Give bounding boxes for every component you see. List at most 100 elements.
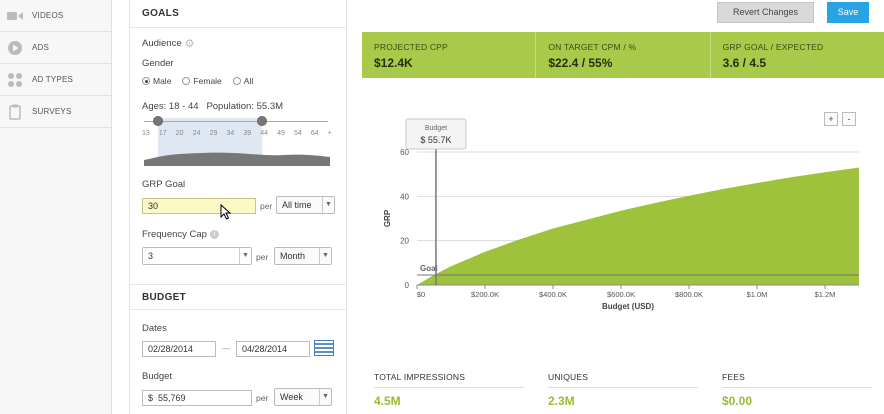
currency-symbol: $ xyxy=(148,393,154,403)
budget-period-select[interactable]: Week ▼ xyxy=(274,388,332,406)
x-tick-label: $400.0K xyxy=(539,290,567,299)
y-tick-label: 20 xyxy=(400,237,409,246)
grp-period-value: All time xyxy=(282,200,312,210)
gender-radio-group: Male Female All xyxy=(142,76,261,86)
frequency-cap-label-row: Frequency Cap i xyxy=(142,229,219,240)
nav-item-videos[interactable]: VIDEOS xyxy=(0,0,111,32)
frequency-per-label: per xyxy=(256,252,269,262)
kpi-label: GRP GOAL / EXPECTED xyxy=(722,42,824,52)
age-tick: 20 xyxy=(175,130,184,137)
chevron-down-icon: ▼ xyxy=(239,248,251,264)
stat-fees: FEES $0.00 xyxy=(710,372,884,414)
frequency-value-select[interactable]: 3 ▼ xyxy=(142,247,252,265)
budget-marker-tooltip xyxy=(405,118,467,150)
gender-option-label: Female xyxy=(193,76,222,86)
grp-per-label: per xyxy=(260,201,273,211)
stat-value: $0.00 xyxy=(722,394,753,408)
chevron-down-icon: ▼ xyxy=(319,248,331,264)
age-range-slider[interactable]: 13 17 20 24 29 34 39 44 49 54 64 + xyxy=(142,116,332,166)
nav-item-label: VIDEOS xyxy=(32,11,64,20)
frequency-period-value: Month xyxy=(280,251,306,261)
zoom-out-button[interactable]: - xyxy=(842,112,856,126)
kpi-bar: PROJECTED CPP $12.4K ON TARGET CPM / % $… xyxy=(362,32,884,78)
stats-row: TOTAL IMPRESSIONS 4.5M UNIQUES 2.3M FEES… xyxy=(362,372,884,414)
stat-value: 2.3M xyxy=(548,394,575,408)
frequency-period-select[interactable]: Month ▼ xyxy=(274,247,332,265)
x-tick-label: $200.0K xyxy=(471,290,499,299)
grp-goal-input[interactable]: 30 xyxy=(142,198,256,214)
clipboard-icon xyxy=(6,104,24,120)
grid-dots-icon xyxy=(6,72,24,88)
x-tick-label: $1.0M xyxy=(747,290,768,299)
end-date-input[interactable]: 04/28/2014 xyxy=(236,341,310,357)
main-panel: Revert Changes Save PROJECTED CPP $12.4K… xyxy=(362,0,884,414)
kpi-projected-cpp: PROJECTED CPP $12.4K xyxy=(362,32,537,78)
x-axis-label: Budget (USD) xyxy=(602,302,654,311)
budget-marker-value: $ 55.7K xyxy=(420,135,451,145)
age-tick: + xyxy=(327,130,332,137)
age-tick: 29 xyxy=(209,130,218,137)
nav-item-label: ADS xyxy=(32,43,50,52)
kpi-label: ON TARGET CPM / % xyxy=(548,42,637,52)
gear-icon[interactable]: ⚙ xyxy=(184,38,195,50)
goal-line-label: Goal xyxy=(420,264,438,273)
y-tick-label: 0 xyxy=(405,281,410,290)
kpi-on-target-cpm: ON TARGET CPM / % $22.4 / 55% xyxy=(536,32,711,78)
zoom-in-button[interactable]: + xyxy=(824,112,838,126)
chevron-down-icon: ▼ xyxy=(322,197,334,213)
x-tick-label: $0 xyxy=(417,290,425,299)
stat-label: UNIQUES xyxy=(548,372,698,388)
nav-item-ad-types[interactable]: AD TYPES xyxy=(0,64,111,96)
goals-panel: GOALS Audience ⚙ Gender Male Female All A… xyxy=(129,0,347,414)
ages-text: Ages: 18 - 44 xyxy=(142,101,199,112)
age-tick: 49 xyxy=(277,130,285,137)
age-tick: 54 xyxy=(294,130,302,137)
left-nav: VIDEOS ADS AD TYPES SURVEYS xyxy=(0,0,112,414)
budget-per-label: per xyxy=(256,393,269,403)
age-tick: 24 xyxy=(192,130,201,137)
grp-period-select[interactable]: All time ▼ xyxy=(276,196,335,214)
grp-area-series xyxy=(417,167,859,285)
age-max-handle[interactable] xyxy=(257,116,267,126)
stat-total-impressions: TOTAL IMPRESSIONS 4.5M xyxy=(362,372,536,414)
kpi-grp-goal-expected: GRP GOAL / EXPECTED 3.6 / 4.5 xyxy=(711,32,884,78)
stat-uniques: UNIQUES 2.3M xyxy=(536,372,710,414)
ages-population-row: Ages: 18 - 44 Population: 55.3M xyxy=(142,101,283,112)
age-min-handle[interactable] xyxy=(153,116,163,126)
revert-changes-button[interactable]: Revert Changes xyxy=(717,2,814,23)
stat-label: TOTAL IMPRESSIONS xyxy=(374,372,524,388)
budget-heading: BUDGET xyxy=(130,284,346,310)
budget-marker-label: Budget xyxy=(425,125,447,132)
calendar-icon[interactable] xyxy=(314,340,334,356)
dates-label: Dates xyxy=(142,323,167,334)
gender-option-label: Male xyxy=(153,76,172,86)
date-separator: — xyxy=(222,343,231,353)
gender-male-radio[interactable] xyxy=(142,77,150,85)
kpi-value: $12.4K xyxy=(374,56,413,70)
age-slider-track xyxy=(144,121,328,122)
y-tick-label: 60 xyxy=(400,148,409,157)
x-tick-label: $1.2M xyxy=(815,290,836,299)
gender-all-radio[interactable] xyxy=(232,77,241,85)
nav-item-surveys[interactable]: SURVEYS xyxy=(0,96,111,128)
budget-input[interactable]: $ 55,769 xyxy=(142,390,252,406)
grp-goal-label: GRP Goal xyxy=(142,179,186,190)
nav-item-label: SURVEYS xyxy=(32,107,72,116)
frequency-value: 3 xyxy=(148,251,154,261)
age-tick: 13 xyxy=(142,130,150,137)
audience-label: Audience xyxy=(142,38,182,50)
nav-item-ads[interactable]: ADS xyxy=(0,32,111,64)
start-date-input[interactable]: 02/28/2014 xyxy=(142,341,216,357)
population-text: Population: 55.3M xyxy=(206,101,284,112)
budget-period-value: Week xyxy=(280,392,303,402)
age-tick: 44 xyxy=(260,130,269,137)
nav-item-label: AD TYPES xyxy=(32,75,74,84)
audience-label-row: Audience ⚙ xyxy=(142,37,195,50)
save-button[interactable]: Save xyxy=(827,2,869,23)
kpi-value: $22.4 / 55% xyxy=(548,56,613,70)
gender-female-radio[interactable] xyxy=(182,77,191,85)
age-tick: 64 xyxy=(310,130,319,137)
info-icon[interactable]: i xyxy=(209,229,219,239)
gender-label: Gender xyxy=(142,58,174,69)
